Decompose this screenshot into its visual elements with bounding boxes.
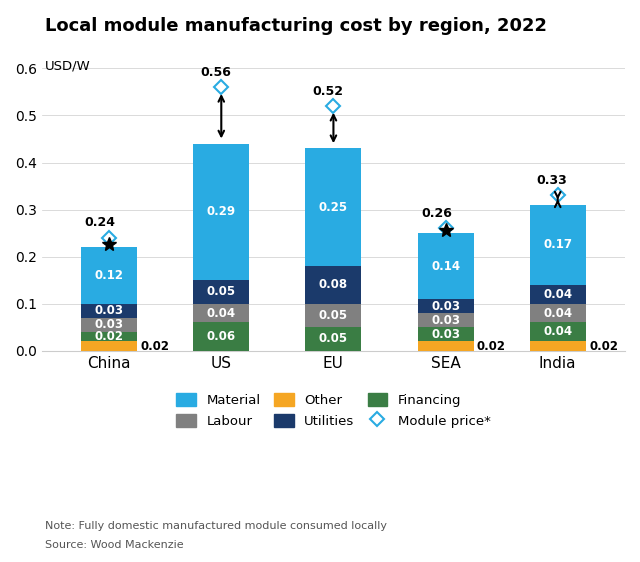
Text: 0.02: 0.02	[477, 339, 506, 352]
Bar	[417, 233, 474, 299]
Bar	[81, 318, 137, 332]
Bar	[193, 303, 250, 323]
Bar	[417, 299, 474, 313]
Bar	[417, 327, 474, 341]
Bar	[193, 144, 250, 280]
Text: Source: Wood Mackenzie: Source: Wood Mackenzie	[45, 540, 184, 550]
Text: 0.02: 0.02	[589, 339, 618, 352]
Text: 0.05: 0.05	[319, 333, 348, 346]
Bar	[193, 323, 250, 351]
Bar	[530, 205, 586, 285]
Text: 0.04: 0.04	[543, 325, 572, 338]
Bar	[305, 327, 362, 351]
Bar	[305, 148, 362, 266]
Text: 0.26: 0.26	[421, 207, 452, 220]
Text: 0.08: 0.08	[319, 278, 348, 291]
Text: USD/W: USD/W	[45, 59, 90, 72]
Text: 0.52: 0.52	[312, 85, 343, 98]
Text: 0.03: 0.03	[95, 318, 124, 332]
Text: 0.02: 0.02	[95, 330, 124, 343]
Text: 0.56: 0.56	[200, 66, 231, 79]
Bar	[530, 341, 586, 351]
Text: 0.03: 0.03	[431, 300, 460, 312]
Bar	[81, 341, 137, 351]
Text: Note: Fully domestic manufactured module consumed locally: Note: Fully domestic manufactured module…	[45, 521, 387, 531]
Text: 0.05: 0.05	[207, 285, 236, 298]
Bar	[530, 285, 586, 303]
Text: 0.12: 0.12	[95, 269, 124, 282]
Text: 0.06: 0.06	[207, 330, 236, 343]
Text: 0.25: 0.25	[319, 201, 348, 214]
Bar	[417, 313, 474, 327]
Text: 0.04: 0.04	[207, 307, 236, 320]
Bar	[81, 332, 137, 341]
Bar	[530, 323, 586, 341]
Text: 0.17: 0.17	[543, 238, 572, 251]
Text: 0.03: 0.03	[95, 304, 124, 317]
Text: 0.03: 0.03	[431, 314, 460, 327]
Text: 0.24: 0.24	[84, 216, 116, 229]
Text: 0.02: 0.02	[141, 339, 170, 352]
Bar	[305, 303, 362, 327]
Text: 0.04: 0.04	[543, 288, 572, 301]
Bar	[81, 247, 137, 303]
Bar	[305, 266, 362, 303]
Legend: Material, Labour, Other, Utilities, Financing, Module price*: Material, Labour, Other, Utilities, Fina…	[171, 387, 496, 433]
Text: 0.14: 0.14	[431, 260, 460, 273]
Text: 0.05: 0.05	[319, 309, 348, 322]
Text: 0.29: 0.29	[207, 206, 236, 219]
Bar	[417, 341, 474, 351]
Text: 0.03: 0.03	[431, 328, 460, 341]
Text: 0.04: 0.04	[543, 307, 572, 320]
Bar	[530, 303, 586, 323]
Bar	[81, 303, 137, 318]
Text: 0.33: 0.33	[537, 174, 568, 187]
Bar	[193, 280, 250, 303]
Text: Local module manufacturing cost by region, 2022: Local module manufacturing cost by regio…	[45, 17, 547, 35]
